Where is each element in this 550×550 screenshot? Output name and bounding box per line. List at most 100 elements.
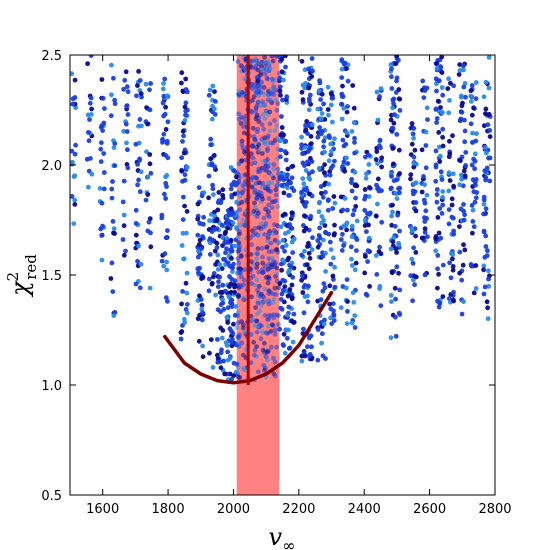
scatter-point xyxy=(265,146,270,151)
scatter-point xyxy=(254,112,260,118)
scatter-point xyxy=(458,206,464,212)
scatter-point xyxy=(328,306,334,312)
scatter-point xyxy=(135,182,141,188)
scatter-point xyxy=(237,93,242,98)
scatter-point xyxy=(227,356,233,361)
scatter-point xyxy=(419,147,425,153)
scatter-point xyxy=(266,291,272,297)
scatter-point xyxy=(181,150,187,156)
scatter-point xyxy=(315,238,321,243)
scatter-point xyxy=(457,68,463,73)
scatter-point xyxy=(261,340,267,346)
scatter-point xyxy=(440,92,446,98)
scatter-point xyxy=(163,180,169,186)
scatter-point xyxy=(285,166,291,172)
scatter-point xyxy=(70,148,75,154)
scatter-point xyxy=(255,99,261,105)
scatter-point xyxy=(459,154,465,160)
scatter-point xyxy=(379,219,385,225)
scatter-point xyxy=(228,328,234,334)
scatter-point xyxy=(438,105,443,110)
scatter-point xyxy=(260,347,266,353)
scatter-point xyxy=(229,264,235,270)
scatter-point xyxy=(388,293,394,298)
scatter-point xyxy=(279,183,285,188)
scatter-point xyxy=(238,222,244,228)
scatter-point xyxy=(344,227,349,233)
scatter-point xyxy=(280,257,285,263)
scatter-point xyxy=(321,138,327,144)
scatter-point xyxy=(147,161,153,167)
scatter-point xyxy=(330,95,336,101)
scatter-point xyxy=(472,199,478,205)
scatter-point xyxy=(288,264,294,269)
scatter-point xyxy=(419,189,425,195)
scatter-point xyxy=(303,226,309,231)
scatter-point xyxy=(212,164,218,170)
y-tick-label: 0.5 xyxy=(41,489,62,504)
scatter-point xyxy=(486,112,492,117)
scatter-point xyxy=(302,144,308,150)
scatter-point xyxy=(265,156,270,162)
scatter-point xyxy=(222,371,228,377)
scatter-point xyxy=(389,125,395,131)
scatter-point xyxy=(318,116,324,122)
scatter-point xyxy=(254,277,260,283)
scatter-point xyxy=(229,297,235,303)
scatter-point xyxy=(240,65,246,70)
scatter-point xyxy=(363,193,368,199)
scatter-point xyxy=(266,161,272,167)
scatter-point xyxy=(184,310,190,316)
scatter-point xyxy=(309,122,315,128)
scatter-point xyxy=(71,221,77,227)
scatter-point xyxy=(472,166,477,172)
scatter-point xyxy=(365,211,370,217)
scatter-point xyxy=(281,190,287,196)
scatter-point xyxy=(271,227,277,233)
scatter-point xyxy=(273,192,279,198)
scatter-point xyxy=(460,262,466,268)
scatter-point xyxy=(434,199,440,205)
scatter-point xyxy=(136,69,142,74)
scatter-point xyxy=(179,80,184,86)
scatter-point xyxy=(241,367,247,373)
scatter-point xyxy=(275,239,281,245)
scatter-point xyxy=(344,109,350,115)
scatter-point xyxy=(440,262,446,268)
scatter-point xyxy=(332,136,337,142)
scatter-point xyxy=(422,182,427,188)
scatter-point xyxy=(422,272,428,278)
scatter-point xyxy=(463,150,469,155)
scatter-point xyxy=(251,339,257,345)
scatter-point xyxy=(411,125,417,131)
scatter-point xyxy=(469,203,475,208)
scatter-point xyxy=(342,168,348,174)
scatter-point xyxy=(339,116,345,122)
scatter-point xyxy=(411,135,416,141)
scatter-point xyxy=(389,74,394,80)
scatter-point xyxy=(339,75,345,80)
scatter-point xyxy=(289,175,295,181)
scatter-point xyxy=(199,246,204,252)
scatter-point xyxy=(326,112,331,118)
scatter-point xyxy=(112,163,118,169)
scatter-point xyxy=(366,162,372,167)
scatter-point xyxy=(108,276,114,281)
scatter-point xyxy=(447,178,453,183)
scatter-point xyxy=(162,76,168,82)
scatter-point xyxy=(468,88,474,94)
scatter-point xyxy=(218,365,224,371)
scatter-point xyxy=(271,355,276,361)
scatter-point xyxy=(272,118,277,123)
scatter-point xyxy=(267,128,273,134)
scatter-point xyxy=(109,62,114,68)
scatter-point xyxy=(413,274,419,280)
scatter-point xyxy=(286,229,291,235)
scatter-point xyxy=(135,258,140,264)
y-axis-label: χ2red xyxy=(4,254,40,298)
scatter-point xyxy=(164,267,170,273)
scatter-point xyxy=(262,91,268,97)
scatter-point xyxy=(434,120,439,125)
scatter-point xyxy=(269,262,275,268)
